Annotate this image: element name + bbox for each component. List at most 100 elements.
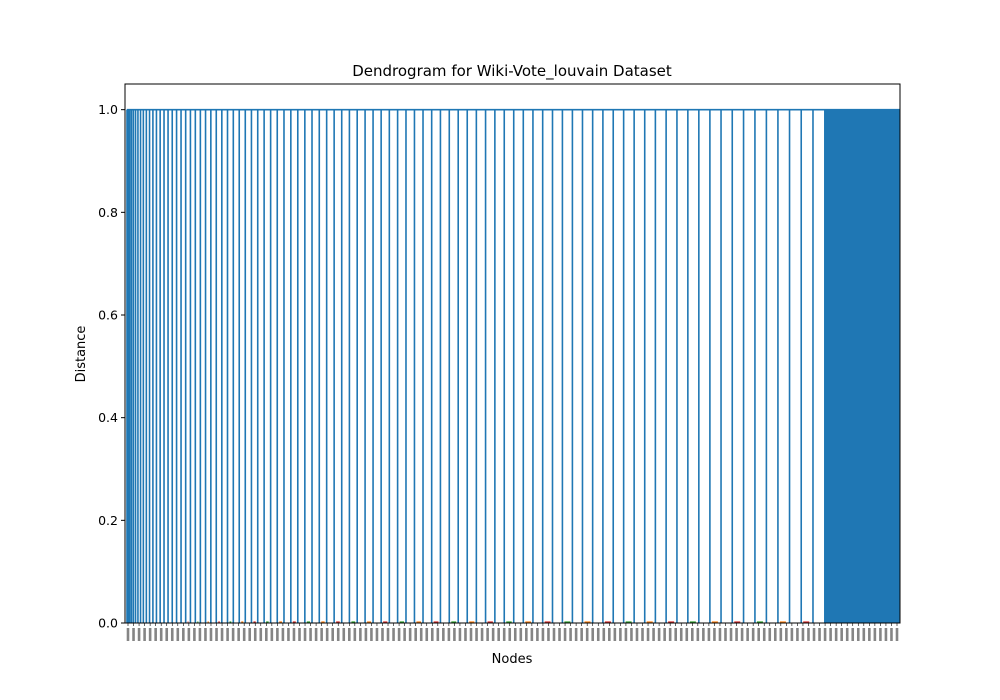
x-tick-label <box>608 628 611 641</box>
x-tick-label <box>209 628 213 641</box>
y-tick-label: 0.8 <box>98 205 118 220</box>
x-tick-label <box>292 628 296 641</box>
x-tick-label <box>397 628 401 641</box>
x-tick-label <box>198 628 202 641</box>
x-tick-label <box>154 628 157 641</box>
x-tick-label <box>580 628 583 641</box>
x-tick-label <box>176 628 180 641</box>
x-tick-label <box>840 628 843 641</box>
x-tick-label <box>336 628 340 641</box>
y-axis-label: Distance <box>74 326 89 383</box>
x-tick-label <box>530 628 534 641</box>
x-tick-label <box>364 628 368 641</box>
y-tick-label: 0.6 <box>98 308 118 323</box>
x-tick-label <box>237 628 240 641</box>
x-tick-label <box>265 628 268 641</box>
x-tick-label <box>475 628 478 641</box>
x-tick-label <box>287 628 290 641</box>
x-tick-label <box>170 628 174 641</box>
x-tick-label <box>779 628 783 641</box>
x-tick-label <box>442 628 445 641</box>
x-tick-label <box>685 628 689 641</box>
x-tick-label <box>707 628 711 641</box>
x-tick-label <box>325 628 329 641</box>
x-tick-label <box>884 628 888 641</box>
x-tick-label <box>182 628 185 641</box>
x-tick-label <box>807 628 810 641</box>
x-tick-label <box>453 628 456 641</box>
x-tick-label <box>359 628 362 641</box>
x-tick-label <box>469 628 473 641</box>
x-tick-label <box>679 628 683 641</box>
x-tick-label <box>281 628 285 641</box>
x-tick-label <box>657 628 661 641</box>
x-tick-label <box>447 628 451 641</box>
x-tick-label <box>458 628 462 641</box>
x-tick-label <box>868 628 871 641</box>
chart-title: Dendrogram for Wiki-Vote_louvain Dataset <box>352 62 672 81</box>
x-tick-label <box>347 628 351 641</box>
x-tick-label <box>890 628 893 641</box>
x-tick-label <box>630 628 633 641</box>
x-tick-label <box>796 628 799 641</box>
x-tick-label <box>309 628 312 641</box>
x-tick-label <box>381 628 384 641</box>
x-tick-label <box>342 628 346 641</box>
x-tick-label <box>729 628 733 641</box>
x-tick-label <box>563 628 567 641</box>
x-tick-label <box>320 628 323 641</box>
x-tick-label <box>812 628 816 641</box>
x-tick-label <box>414 628 417 641</box>
x-tick-label <box>513 628 517 641</box>
x-tick-label <box>735 628 738 641</box>
x-tick-label <box>691 628 694 641</box>
x-tick-label <box>519 628 523 641</box>
x-tick-label <box>331 628 334 641</box>
dense-cluster-block <box>824 109 900 623</box>
x-tick-label <box>829 628 832 641</box>
x-tick-label <box>137 628 141 641</box>
x-tick-label <box>818 628 821 641</box>
x-tick-label <box>879 628 882 641</box>
x-tick-label <box>713 628 716 641</box>
x-tick-label <box>204 628 207 641</box>
x-tick-label <box>159 628 163 641</box>
x-tick-label <box>856 628 860 641</box>
x-tick-label <box>751 628 755 641</box>
x-tick-label <box>569 628 572 641</box>
x-axis-label: Nodes <box>492 652 533 667</box>
x-tick-label <box>536 628 539 641</box>
x-tick-label <box>464 628 467 641</box>
x-tick-label <box>502 628 506 641</box>
x-tick-label <box>757 628 760 641</box>
y-tick-label: 0.0 <box>98 616 118 631</box>
x-tick-label <box>370 628 373 641</box>
x-tick-label <box>259 628 263 641</box>
x-tick-label <box>193 628 196 641</box>
x-tick-label <box>873 628 877 641</box>
x-tick-label <box>585 628 589 641</box>
x-tick-label <box>143 628 146 641</box>
x-tick-label <box>231 628 235 641</box>
x-tick-label <box>497 628 500 641</box>
x-tick-label <box>619 628 622 641</box>
x-tick-label <box>541 628 545 641</box>
x-tick-label <box>552 628 556 641</box>
x-tick-label <box>895 628 899 641</box>
x-tick-label <box>702 628 705 641</box>
x-tick-label <box>425 628 429 641</box>
x-tick-label <box>641 628 644 641</box>
x-tick-label <box>574 628 578 641</box>
x-tick-label <box>652 628 655 641</box>
x-tick-label <box>801 628 805 641</box>
x-tick-label <box>773 628 777 641</box>
x-axis-tick-labels <box>126 623 899 641</box>
x-tick-label <box>845 628 849 641</box>
x-tick-label <box>430 628 434 641</box>
x-tick-label <box>226 628 229 641</box>
x-tick-label <box>353 628 357 641</box>
x-tick-label <box>768 628 772 641</box>
x-tick-label <box>314 628 318 641</box>
x-tick-label <box>242 628 246 641</box>
x-tick-label <box>746 628 749 641</box>
